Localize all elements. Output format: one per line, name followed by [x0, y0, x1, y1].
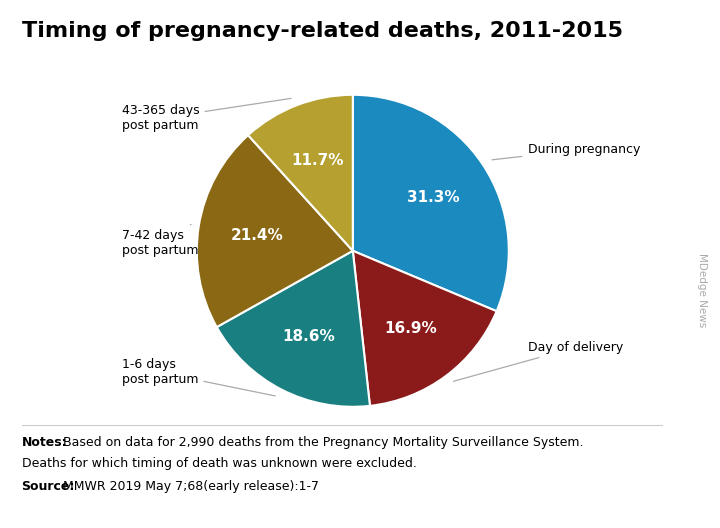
Text: 11.7%: 11.7% [292, 153, 344, 168]
Text: Based on data for 2,990 deaths from the Pregnancy Mortality Surveillance System.: Based on data for 2,990 deaths from the … [59, 436, 583, 449]
Text: Deaths for which timing of death was unknown were excluded.: Deaths for which timing of death was unk… [22, 457, 416, 470]
Text: MDedge News: MDedge News [697, 253, 707, 327]
Text: During pregnancy: During pregnancy [492, 143, 640, 160]
Text: Day of delivery: Day of delivery [454, 341, 623, 381]
Text: Timing of pregnancy-related deaths, 2011-2015: Timing of pregnancy-related deaths, 2011… [22, 21, 623, 41]
Wedge shape [248, 95, 353, 251]
Text: 1-6 days
post partum: 1-6 days post partum [122, 359, 275, 396]
Text: 31.3%: 31.3% [407, 190, 459, 205]
Wedge shape [217, 251, 370, 407]
Text: 21.4%: 21.4% [231, 228, 284, 243]
Text: 18.6%: 18.6% [282, 329, 335, 344]
Text: Notes:: Notes: [22, 436, 67, 449]
Wedge shape [353, 95, 509, 311]
Text: MMWR 2019 May 7;68(early release):1-7: MMWR 2019 May 7;68(early release):1-7 [59, 480, 319, 494]
Text: 16.9%: 16.9% [384, 321, 437, 336]
Wedge shape [353, 251, 497, 406]
Text: Source:: Source: [22, 480, 75, 494]
Wedge shape [197, 135, 353, 327]
Text: 7-42 days
post partum: 7-42 days post partum [122, 224, 199, 257]
Text: 43-365 days
post partum: 43-365 days post partum [122, 98, 291, 132]
